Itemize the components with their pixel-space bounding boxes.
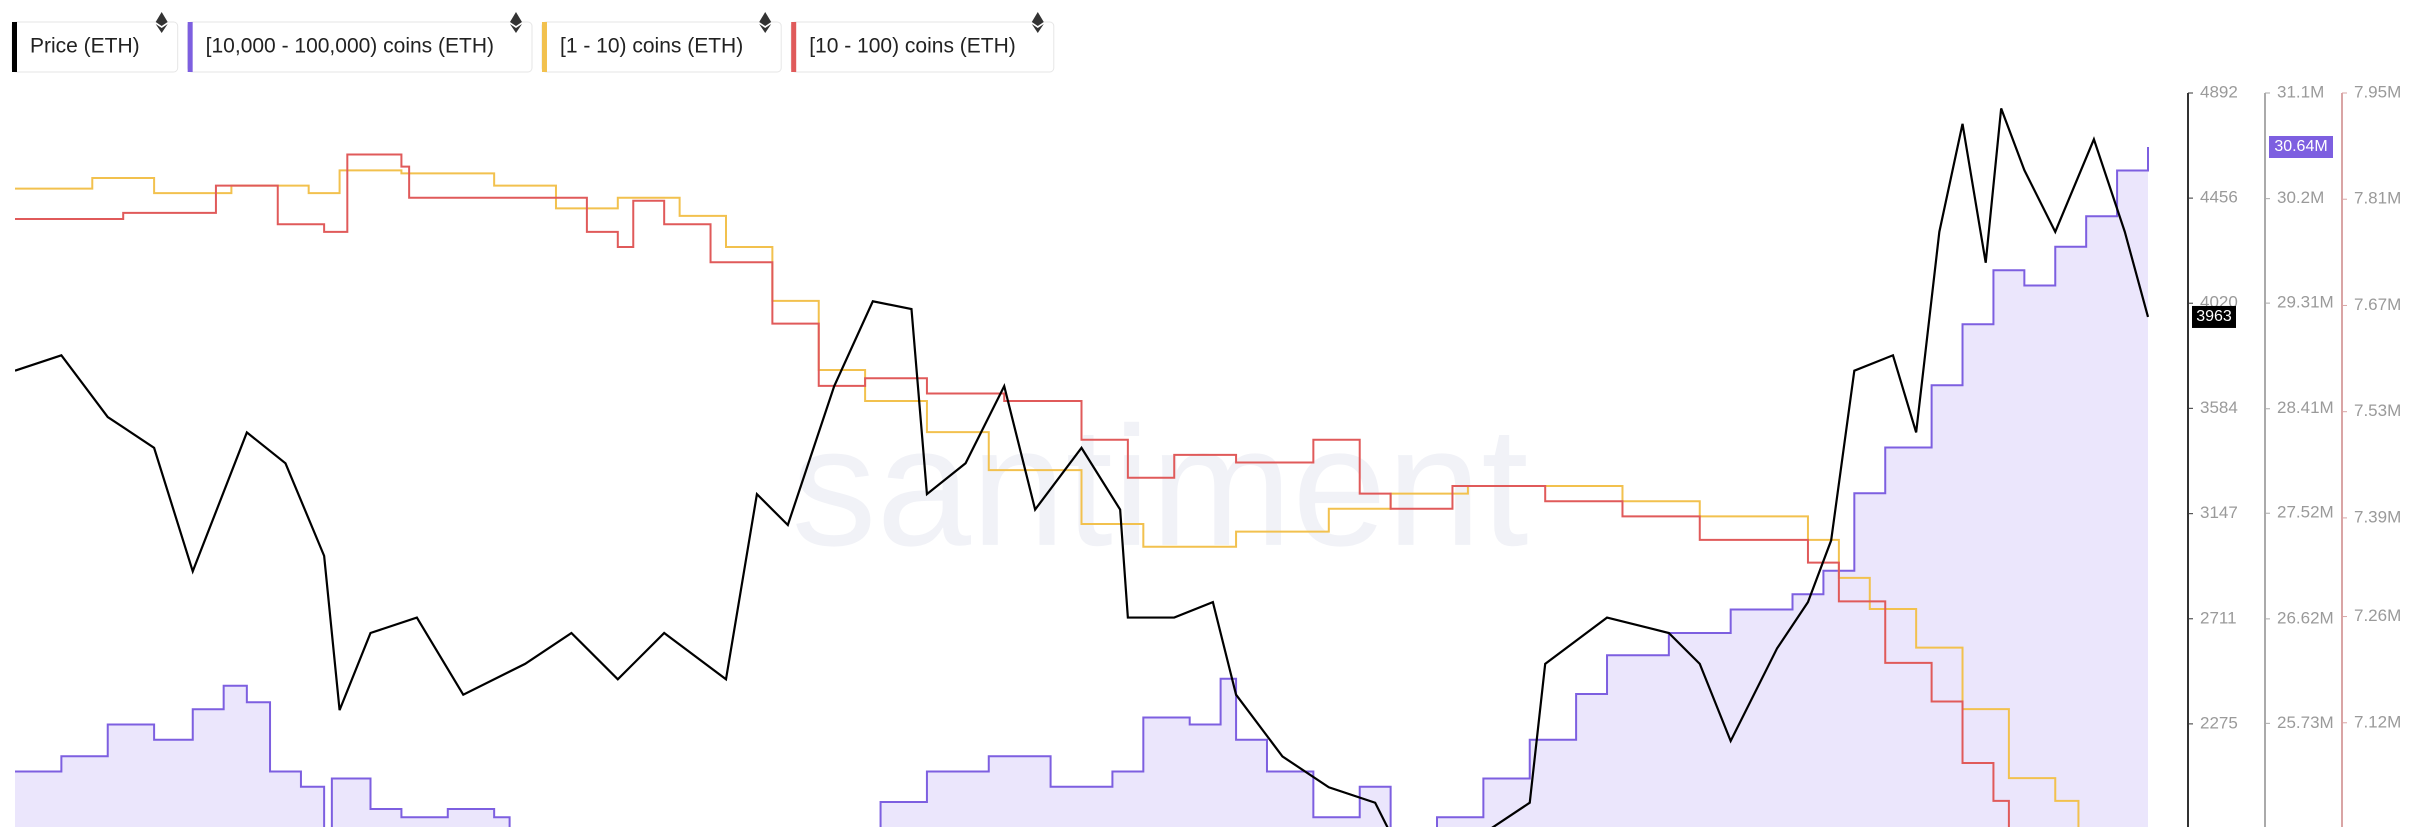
y-tick-label: 3584 [2200, 398, 2238, 417]
legend: Price (ETH) [10,000 - 100,000) coins (ETH… [11, 12, 1055, 73]
holder-label-bg [2269, 135, 2333, 158]
legend-swatch [541, 22, 547, 72]
legend-label: [1 - 10) coins (ETH) [560, 35, 743, 58]
plot-area [15, 108, 2150, 827]
y-tick-label: 7.39M [2354, 507, 2401, 526]
area-fill [15, 146, 2148, 827]
legend-label: [10 - 100) coins (ETH) [809, 35, 1016, 58]
legend-item[interactable]: [1 - 10) coins (ETH) [541, 12, 782, 73]
holder-value-label: 30.64M [2274, 138, 2327, 155]
legend-label: Price (ETH) [30, 35, 140, 58]
y-tick-label: 27.52M [2277, 503, 2334, 522]
price-value-label: 3963 [2196, 308, 2232, 325]
legend-swatch [791, 22, 797, 72]
watermark: santiment [791, 392, 1528, 582]
y-tick-label: 7.95M [2354, 82, 2401, 101]
y-tick-label: 2711 [2200, 608, 2237, 627]
y-tick-label: 4892 [2200, 82, 2238, 101]
legend-swatch [12, 22, 17, 72]
series-line [15, 153, 2010, 827]
legend-item[interactable]: [10,000 - 100,000) coins (ETH) [187, 12, 533, 73]
series-line [15, 169, 2080, 827]
y-tick-label: 7.81M [2354, 189, 2401, 208]
eth-icon [759, 12, 772, 33]
y-tick-label: 28.41M [2277, 398, 2334, 417]
y-tick-label: 25.73M [2277, 713, 2334, 732]
eth-icon [509, 12, 522, 33]
y-tick-label: 29.31M [2277, 293, 2334, 312]
legend-label: [10,000 - 100,000) coins (ETH) [206, 35, 494, 58]
legend-item[interactable]: [10 - 100) coins (ETH) [790, 12, 1055, 73]
eth-icon [1031, 12, 1044, 33]
y-tick-label: 30.2M [2277, 188, 2324, 207]
legend-item[interactable]: Price (ETH) [11, 12, 179, 73]
legend-swatch [187, 22, 193, 72]
y-tick-label: 2275 [2200, 713, 2238, 732]
price-label-bg [2192, 305, 2236, 328]
y-tick-label: 7.26M [2354, 606, 2401, 625]
y-tick-label: 7.53M [2354, 401, 2401, 420]
y-tick-label: 31.1M [2277, 82, 2324, 101]
eth-icon [155, 12, 168, 33]
axes: 489244564020358431472711227531.1M30.2M29… [2187, 82, 2401, 827]
y-tick-label: 4456 [2200, 188, 2238, 207]
y-tick-label: 3147 [2200, 503, 2238, 522]
y-tick-label: 7.67M [2354, 295, 2401, 314]
y-tick-label: 7.12M [2354, 712, 2401, 731]
y-tick-label: 26.62M [2277, 608, 2334, 627]
series-line [15, 146, 2149, 827]
series-line [15, 108, 2150, 827]
